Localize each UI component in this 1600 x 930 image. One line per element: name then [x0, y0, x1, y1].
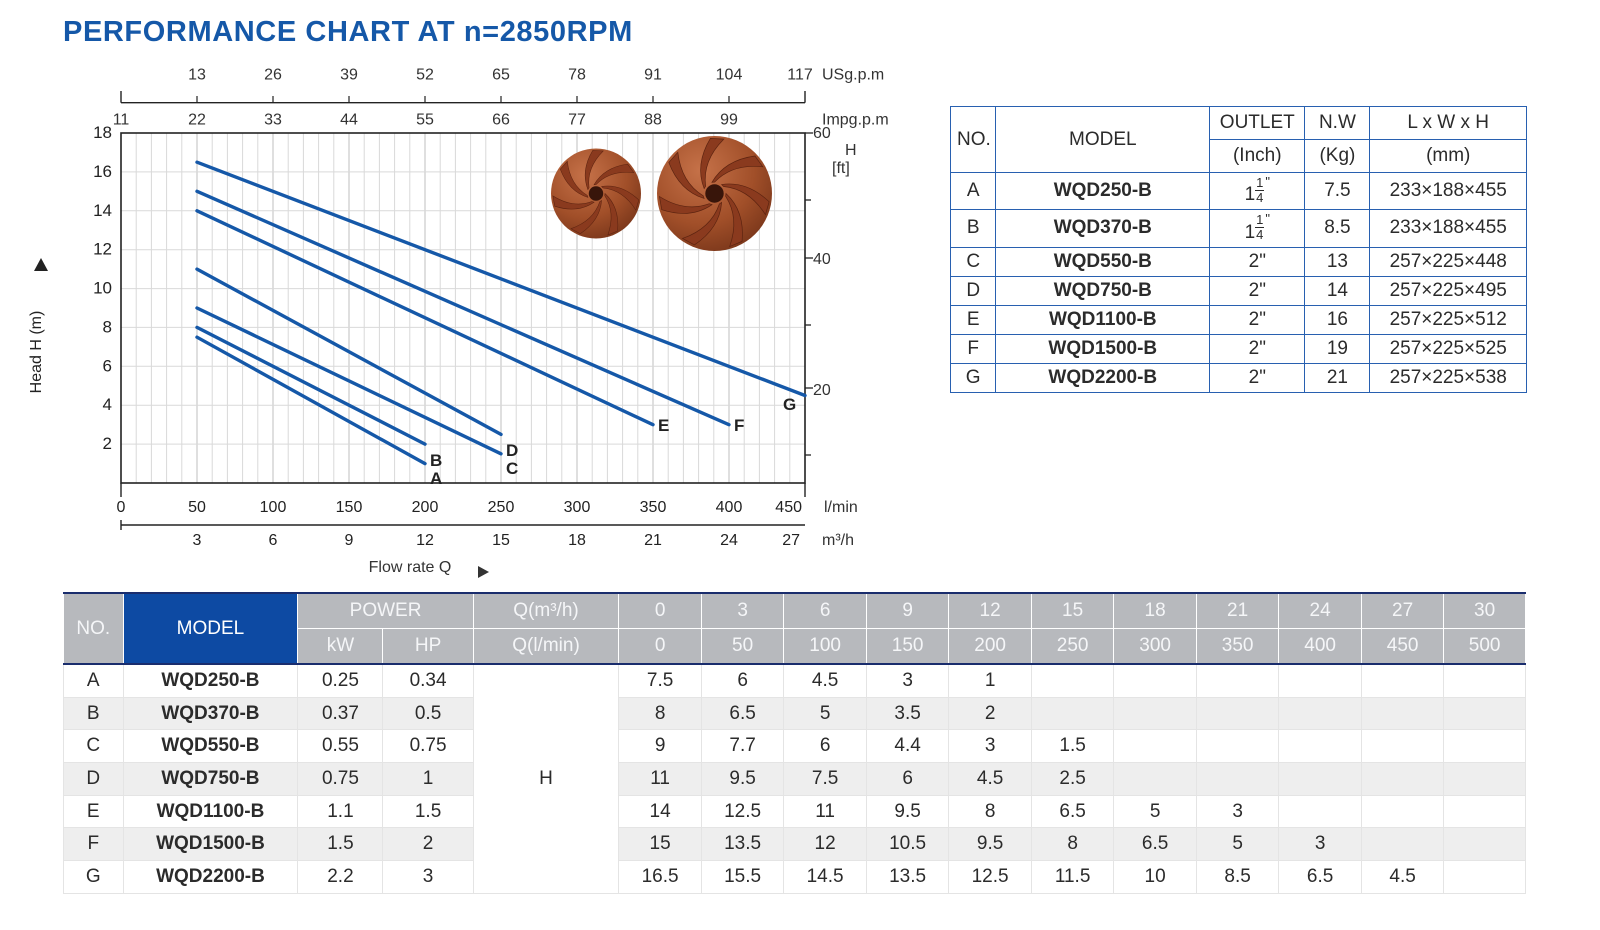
svg-text:Impg.p.m: Impg.p.m — [822, 112, 889, 129]
svg-text:100: 100 — [260, 499, 287, 516]
svg-text:33: 33 — [264, 112, 282, 129]
svg-text:78: 78 — [568, 67, 586, 84]
svg-text:8: 8 — [103, 317, 112, 336]
svg-text:14: 14 — [93, 201, 112, 220]
svg-text:24: 24 — [720, 532, 738, 549]
svg-text:[ft]: [ft] — [832, 160, 850, 177]
svg-text:E: E — [658, 416, 669, 435]
svg-text:18: 18 — [568, 532, 586, 549]
svg-text:21: 21 — [644, 532, 662, 549]
svg-text:66: 66 — [492, 112, 510, 129]
svg-text:3: 3 — [193, 532, 202, 549]
svg-text:B: B — [430, 451, 442, 470]
svg-text:G: G — [783, 395, 796, 414]
svg-text:m³/h: m³/h — [822, 532, 854, 549]
svg-text:16: 16 — [93, 162, 112, 181]
svg-text:6: 6 — [269, 532, 278, 549]
svg-text:99: 99 — [720, 112, 738, 129]
svg-text:117: 117 — [787, 67, 813, 84]
svg-text:44: 44 — [340, 112, 358, 129]
svg-text:88: 88 — [644, 112, 662, 129]
svg-text:4: 4 — [103, 395, 112, 414]
svg-text:39: 39 — [340, 67, 358, 84]
svg-text:250: 250 — [488, 499, 515, 516]
svg-text:200: 200 — [412, 499, 439, 516]
svg-text:300: 300 — [564, 499, 591, 516]
svg-text:65: 65 — [492, 67, 510, 84]
svg-text:13: 13 — [188, 67, 206, 84]
svg-text:22: 22 — [188, 112, 206, 129]
svg-text:11: 11 — [113, 112, 130, 129]
svg-text:104: 104 — [716, 67, 743, 84]
svg-text:2: 2 — [103, 434, 112, 453]
svg-text:40: 40 — [813, 251, 831, 268]
svg-text:D: D — [506, 441, 518, 460]
svg-text:60: 60 — [813, 125, 831, 142]
svg-text:400: 400 — [716, 499, 743, 516]
svg-text:12: 12 — [416, 532, 434, 549]
svg-text:6: 6 — [103, 356, 112, 375]
svg-text:Flow rate Q: Flow rate Q — [369, 559, 452, 576]
svg-text:F: F — [734, 416, 744, 435]
svg-text:150: 150 — [336, 499, 363, 516]
svg-text:52: 52 — [416, 67, 434, 84]
svg-text:USg.p.m: USg.p.m — [822, 67, 884, 84]
svg-text:350: 350 — [640, 499, 667, 516]
svg-text:l/min: l/min — [824, 499, 858, 516]
svg-text:27: 27 — [782, 532, 800, 549]
svg-text:0: 0 — [117, 499, 126, 516]
svg-text:91: 91 — [644, 67, 662, 84]
svg-text:A: A — [430, 469, 442, 488]
svg-text:26: 26 — [264, 67, 282, 84]
svg-text:50: 50 — [188, 499, 206, 516]
svg-text:450: 450 — [775, 499, 802, 516]
svg-text:55: 55 — [416, 112, 434, 129]
svg-text:12: 12 — [93, 240, 112, 259]
svg-text:18: 18 — [93, 123, 112, 142]
svg-text:15: 15 — [492, 532, 510, 549]
svg-text:Head H (m): Head H (m) — [28, 311, 45, 394]
svg-text:10: 10 — [93, 279, 112, 298]
svg-text:H: H — [845, 142, 857, 159]
svg-text:9: 9 — [345, 532, 354, 549]
svg-text:C: C — [506, 459, 518, 478]
svg-text:77: 77 — [568, 112, 586, 129]
svg-text:20: 20 — [813, 382, 831, 399]
